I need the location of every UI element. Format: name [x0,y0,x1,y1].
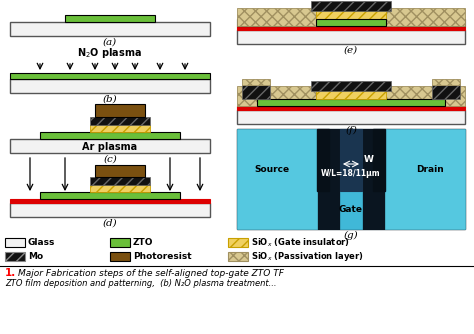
Bar [317,129,329,191]
Bar [228,238,248,247]
Text: (a): (a) [103,37,117,46]
Bar [10,199,210,203]
Bar [311,1,391,11]
Bar [242,85,270,99]
Bar [237,106,465,110]
Text: (c): (c) [103,155,117,164]
Text: ZTO film deposition and patterning,  (b) N₂O plasma treatment...: ZTO film deposition and patterning, (b) … [5,280,276,289]
Bar [237,30,465,44]
Bar [237,129,317,229]
Text: Mo: Mo [28,252,43,261]
Bar [386,8,465,26]
Bar [237,129,465,229]
Bar [257,99,445,106]
Text: N$_2$O plasma: N$_2$O plasma [77,46,143,60]
Bar [316,11,386,19]
Bar [65,15,155,22]
Bar [10,79,210,93]
Bar [110,252,130,261]
Bar [40,192,180,199]
Text: Ar plasma: Ar plasma [82,142,137,152]
Bar [228,252,248,261]
Bar [90,117,150,125]
Text: Photoresist: Photoresist [133,252,191,261]
Bar [10,73,210,79]
Bar [432,79,460,85]
Bar [5,252,25,261]
Text: (d): (d) [103,218,117,227]
Text: (f): (f) [345,126,357,135]
Bar [237,8,316,26]
Bar [237,26,465,30]
Text: Glass: Glass [28,238,55,247]
Text: W: W [364,156,374,165]
Bar [10,139,210,153]
Bar [340,129,362,191]
Bar [90,185,150,192]
Bar [257,99,445,106]
Bar [237,110,465,124]
Bar [90,177,150,185]
Bar [5,238,25,247]
Bar [316,91,386,99]
Bar [340,191,362,229]
Bar [10,22,210,36]
Bar [373,129,385,191]
Text: (g): (g) [344,230,358,239]
Bar [316,19,386,26]
Bar [311,81,391,91]
Bar [10,203,210,217]
Text: Drain: Drain [416,165,444,173]
Bar [40,132,180,139]
Bar [242,79,270,85]
Text: 1.: 1. [5,268,16,278]
Text: Source: Source [255,165,290,173]
Bar [90,125,150,132]
Text: (b): (b) [103,95,117,104]
Text: Major Fabrication steps of the self-aligned top-gate ZTO TF: Major Fabrication steps of the self-alig… [18,269,284,278]
Text: ZTO: ZTO [133,238,154,247]
Bar [95,165,145,177]
Text: SiO$_x$ (Passivation layer): SiO$_x$ (Passivation layer) [251,250,364,263]
Text: W/L=18/11μm: W/L=18/11μm [321,169,381,178]
Bar [110,238,130,247]
Text: (e): (e) [344,45,358,54]
Bar [237,86,465,106]
Bar [237,19,465,26]
Bar [432,85,460,99]
Text: SiO$_x$ (Gate insulator): SiO$_x$ (Gate insulator) [251,236,350,249]
Text: Gate: Gate [339,204,363,213]
Bar [385,129,465,229]
Bar [95,104,145,117]
